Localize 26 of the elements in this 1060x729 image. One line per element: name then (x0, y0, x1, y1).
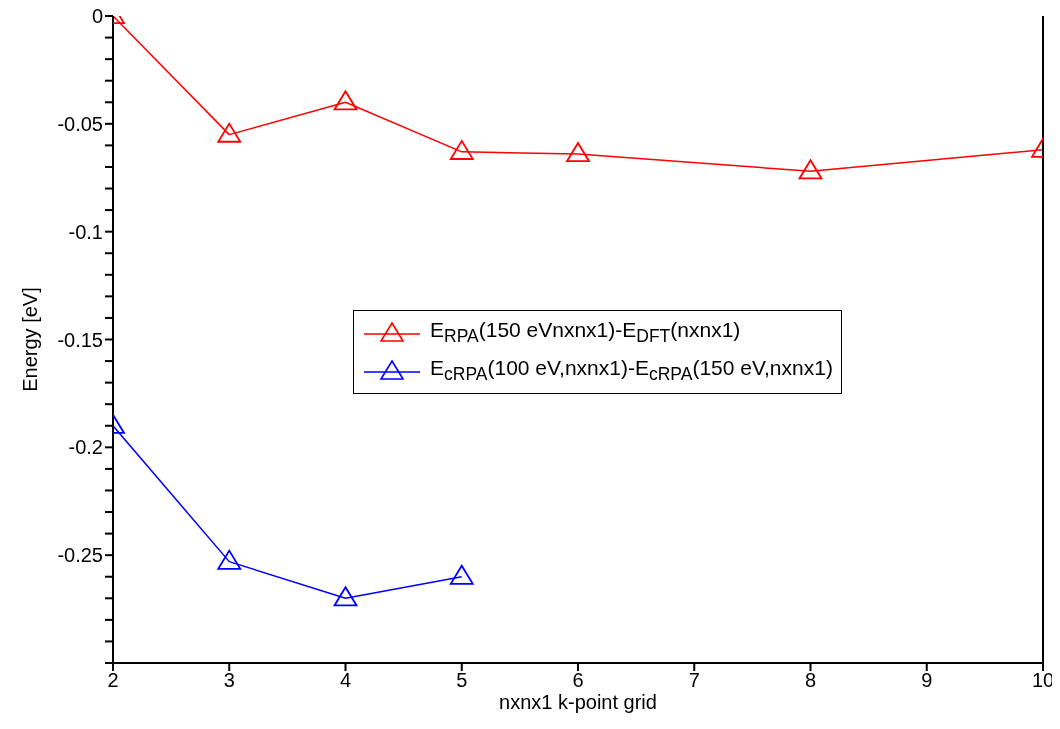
y-tick-label: -0.25 (57, 544, 103, 567)
point (449, 139, 474, 160)
point (566, 142, 590, 163)
x-tick-label: 2 (107, 669, 119, 692)
point (333, 586, 358, 607)
y-tick-label: -0.15 (57, 328, 103, 351)
x-tick-label: 7 (688, 669, 700, 692)
x-tick-label: 9 (921, 669, 933, 692)
x-tick-label: 6 (572, 669, 584, 692)
x-axis-title: nxnx1 k-point grid (499, 691, 657, 713)
y-tick-label: -0.05 (57, 112, 103, 135)
legend-label: E$_{cRPA}$(100 eV,nxnx1)-E$_{cRPA}$(150 eV,nxnx1) (430, 356, 833, 386)
x-tick-label: 3 (223, 669, 235, 692)
x-tick-label: 5 (456, 669, 468, 692)
point (217, 122, 242, 143)
point (217, 549, 242, 570)
y-axis-title: Energy [eV] (19, 287, 42, 392)
y-tick-label: -0.1 (68, 220, 103, 243)
point (798, 159, 823, 180)
y-tick-label: 0 (91, 5, 103, 28)
point (449, 564, 474, 585)
x-tick-label: 4 (339, 669, 352, 692)
y-tick-label: -0.2 (68, 436, 103, 459)
x-tick-label: 8 (804, 669, 817, 692)
point (333, 90, 358, 111)
legend-label: E$_{RPA}$(150 eVnxnx1)-E$_{DFT}$(nxnx1) (430, 318, 741, 348)
